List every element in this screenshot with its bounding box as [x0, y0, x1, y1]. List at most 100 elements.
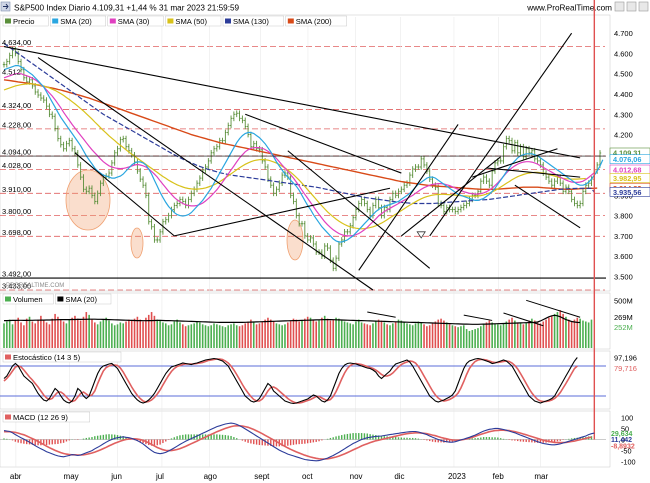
- legend-label: SMA (200): [296, 17, 332, 26]
- macd-value-label: 29,634: [611, 431, 633, 438]
- header-arrow-icons[interactable]: [0, 1, 11, 12]
- volume-axis-label: 500M: [614, 297, 633, 306]
- volume-axis-label: 269M: [614, 313, 633, 322]
- legend-label: MACD (12 26 9): [13, 413, 68, 422]
- trend-line: [358, 124, 459, 271]
- price-left-label: 4.634,00: [2, 38, 31, 47]
- axes-layer: 4.634,00 4.324,00 4.228,00 4.094,00 4.028,00…: [2, 29, 650, 481]
- highlight-ellipse: [65, 169, 111, 231]
- maximize-icon[interactable]: [626, 1, 637, 12]
- legend-box: [165, 15, 222, 27]
- volume-layer: [3, 299, 593, 348]
- sma130-line: [3, 42, 595, 205]
- legend-swatch: [5, 414, 11, 420]
- trend-line: [74, 152, 175, 237]
- legend-swatch: [5, 354, 11, 360]
- macd-axis-label: 0: [621, 436, 625, 445]
- macd-axis-label: -50: [621, 447, 632, 456]
- price-left-label: 4.512: [2, 67, 21, 76]
- last-value-text: 4.012,68: [613, 166, 641, 175]
- legend-swatch: [5, 296, 11, 302]
- price-left-label: 3.492,00: [2, 270, 31, 279]
- price-panel: [0, 14, 611, 292]
- x-tick-label: may: [64, 472, 79, 481]
- price-left-label: 4.094,00: [2, 148, 31, 157]
- minimize-icon[interactable]: [614, 1, 625, 12]
- legend-swatch: [167, 18, 174, 24]
- chart-title: S&P500 Index Diario 4.109,31 +1,44 % 31 …: [14, 4, 240, 13]
- last-value-tag: [609, 187, 650, 197]
- legend-box: [222, 15, 284, 27]
- x-tick-label: ago: [204, 472, 218, 481]
- legend-swatch: [225, 18, 231, 24]
- x-tick-label: nov: [350, 472, 363, 481]
- volume-trend-line: [503, 312, 544, 327]
- legend-box: [2, 351, 122, 363]
- legend-box: [2, 293, 54, 305]
- x-tick-label: 2023: [448, 472, 466, 481]
- price-axis-label: 4.300: [614, 110, 633, 119]
- last-value-text: 3.935,56: [613, 188, 641, 197]
- stochastic-layer: [0, 357, 606, 405]
- x-tick-label: sept: [254, 472, 270, 481]
- last-value-text: 4.109,31: [613, 148, 641, 157]
- last-value-tag: [609, 173, 650, 183]
- price-left-label: 4.228,00: [2, 120, 31, 129]
- price-left-label: 3.910,00: [2, 185, 31, 194]
- legend-swatch: [52, 18, 59, 24]
- trend-line: [514, 184, 581, 229]
- macd-signal-line: [4, 425, 592, 460]
- price-axis-label: 3.800: [614, 212, 633, 221]
- macd-value-label: 11,442: [611, 437, 632, 444]
- sma30-line: [3, 73, 595, 237]
- trend-line: [3, 46, 581, 159]
- highlight-ellipse: [130, 227, 144, 259]
- price-layer: [0, 32, 606, 291]
- price-axis-label: 3.700: [614, 232, 633, 241]
- trend-line: [486, 167, 581, 178]
- legend-label: SMA (20): [65, 295, 97, 304]
- stochastic-axis-label: 79,716: [614, 364, 637, 373]
- legend-label: SMA (130): [233, 17, 269, 26]
- triangle-marker-icon: [416, 231, 426, 239]
- macd-axis-label: 100: [621, 413, 633, 422]
- legend-box: [107, 15, 164, 27]
- trend-line: [287, 150, 431, 269]
- x-tick-label: mar: [534, 472, 548, 481]
- macd-line: [3, 422, 595, 462]
- price-axis-label: 3.600: [614, 252, 633, 261]
- site-label: www.ProRealTime.com: [526, 4, 612, 13]
- volume-trend-line: [526, 299, 581, 318]
- close-icon[interactable]: [638, 1, 649, 12]
- highlight-ellipse: [286, 219, 304, 261]
- legend-label: Precio: [13, 17, 35, 26]
- x-tick-label: abr: [10, 472, 22, 481]
- legend-box: [2, 411, 91, 423]
- watermark: PROREALTIME.COM: [6, 283, 64, 289]
- x-tick-label: oct: [302, 472, 313, 481]
- stochastic-k-line: [3, 357, 578, 405]
- macd-axis-label: 50: [621, 424, 629, 433]
- macd-layer: [0, 0, 606, 462]
- legend-label: SMA (30): [118, 17, 150, 26]
- legend-label: Volumen: [13, 295, 43, 304]
- macd-value-label: -8,8932: [611, 443, 635, 450]
- volume-axis-label: 252M: [614, 323, 633, 332]
- legend-label: SMA (20): [60, 17, 92, 26]
- sma50-line: [3, 83, 586, 230]
- x-tick-label: dic: [394, 472, 404, 481]
- legend-label: SMA (50): [175, 17, 207, 26]
- trend-line: [174, 187, 391, 237]
- price-axis-label: 4.400: [614, 90, 633, 99]
- price-left-label: 3.698,00: [2, 228, 31, 237]
- price-left-label: 4.324,00: [2, 101, 31, 110]
- macd-axis-label: -100: [621, 458, 636, 467]
- x-tick-label: jun: [110, 472, 122, 481]
- last-value-text: 3.982,95: [613, 174, 641, 183]
- price-axis-label: 3.500: [614, 272, 633, 281]
- price-axis-label: 4.500: [614, 70, 633, 79]
- window-controls[interactable]: [614, 1, 649, 12]
- legend-swatch: [57, 296, 64, 302]
- legend-box: [2, 15, 49, 27]
